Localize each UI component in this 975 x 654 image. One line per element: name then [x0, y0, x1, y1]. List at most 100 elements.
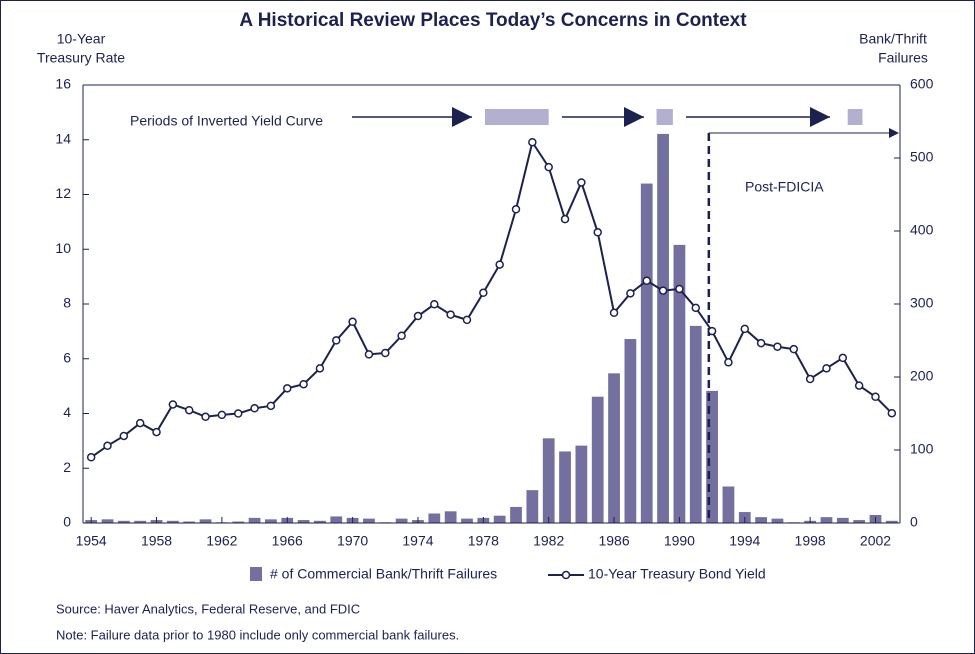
yield-point [184, 405, 194, 415]
bar [117, 520, 130, 523]
bar [248, 517, 261, 523]
yield-point [266, 401, 276, 411]
x-tick-label: 1990 [664, 533, 695, 549]
y2-tick-label: 300 [910, 295, 934, 311]
bar [199, 519, 212, 523]
x-tick-label: 1958 [141, 533, 172, 549]
y-axis-label: 10-Year [57, 31, 106, 47]
bar [591, 396, 604, 523]
yield-point [871, 392, 880, 402]
annotation: Periods of Inverted Yield Curve [130, 113, 323, 129]
x-tick-label: 1966 [272, 533, 303, 549]
yield-point [511, 205, 521, 214]
y-tick-label: 10 [55, 240, 71, 256]
yield-point [724, 358, 733, 367]
yield-point [348, 317, 357, 327]
yield-point [103, 441, 112, 451]
x-tick-label: 1994 [729, 533, 760, 549]
yield-point [217, 410, 227, 420]
y-tick-label: 0 [63, 514, 71, 530]
inverted-period [847, 109, 863, 125]
note: Note: Failure data prior to 1980 include… [56, 627, 459, 642]
legend-swatch [250, 567, 262, 581]
yield-point [822, 364, 831, 373]
bar [755, 517, 767, 523]
y2-tick-label: 400 [910, 222, 934, 238]
bar [101, 519, 114, 523]
x-tick-label: 1998 [795, 533, 826, 549]
yield-point [446, 310, 455, 319]
yield-point [626, 289, 635, 298]
yield-point [609, 308, 619, 318]
y-tick-label: 6 [63, 349, 71, 365]
y-tick-label: 8 [63, 295, 71, 311]
yield-point [756, 338, 766, 348]
yield-point [642, 276, 651, 285]
bar [363, 518, 375, 523]
bar [134, 520, 147, 523]
y2-axis-label: Bank/Thrift [859, 31, 927, 47]
bar [673, 244, 686, 523]
bar [542, 438, 555, 523]
y2-tick-label: 100 [910, 441, 934, 457]
yield-point [773, 342, 782, 351]
yield-point [560, 214, 570, 224]
yield-point [430, 300, 439, 309]
bar [657, 133, 669, 523]
yield-point [381, 348, 390, 358]
yield-point [887, 408, 897, 418]
yield-point [528, 137, 537, 147]
bar [771, 518, 784, 523]
bar [444, 511, 457, 523]
legend-swatch [561, 570, 571, 580]
bar [624, 339, 637, 523]
bar [526, 490, 539, 523]
bar [722, 486, 735, 523]
bar [885, 520, 898, 523]
yield-point [479, 288, 488, 298]
yield-point [805, 374, 815, 384]
bar [461, 518, 473, 523]
bar [314, 520, 326, 523]
yield-point [397, 331, 406, 341]
y-tick-label: 16 [55, 76, 71, 92]
x-tick-label: 1982 [533, 533, 564, 549]
bar [297, 520, 310, 523]
yield-point [544, 162, 553, 172]
bar [428, 513, 441, 523]
yield-point [462, 315, 472, 325]
bar [820, 517, 833, 523]
bar [608, 373, 620, 523]
legend-label: # of Commercial Bank/Thrift Failures [270, 566, 497, 582]
yield-point [691, 303, 700, 313]
y2-tick-label: 200 [910, 368, 934, 384]
yield-point [250, 404, 259, 413]
y2-tick-label: 500 [910, 149, 934, 165]
y2-tick-label: 0 [910, 514, 918, 530]
yield-point [838, 353, 848, 363]
yield-point [152, 427, 161, 437]
bar [836, 517, 849, 523]
yield-point [315, 364, 325, 373]
chart-title: A Historical Review Places Today’s Conce… [239, 10, 747, 31]
inverted-period [484, 109, 549, 125]
yield-point [577, 178, 586, 187]
yield-point [789, 344, 799, 354]
yield-point [707, 326, 717, 336]
bar [183, 521, 196, 523]
bar [575, 445, 588, 523]
y2-tick-label: 600 [910, 76, 934, 92]
bar [559, 451, 571, 523]
bar [640, 183, 653, 524]
bar [395, 518, 408, 523]
yield-point [740, 324, 750, 334]
yield-point [495, 260, 504, 269]
bar [493, 515, 506, 523]
yield-point [135, 418, 145, 428]
bar [706, 390, 718, 523]
yield-point [413, 311, 423, 321]
bar [330, 516, 343, 523]
yield-point [119, 431, 129, 441]
